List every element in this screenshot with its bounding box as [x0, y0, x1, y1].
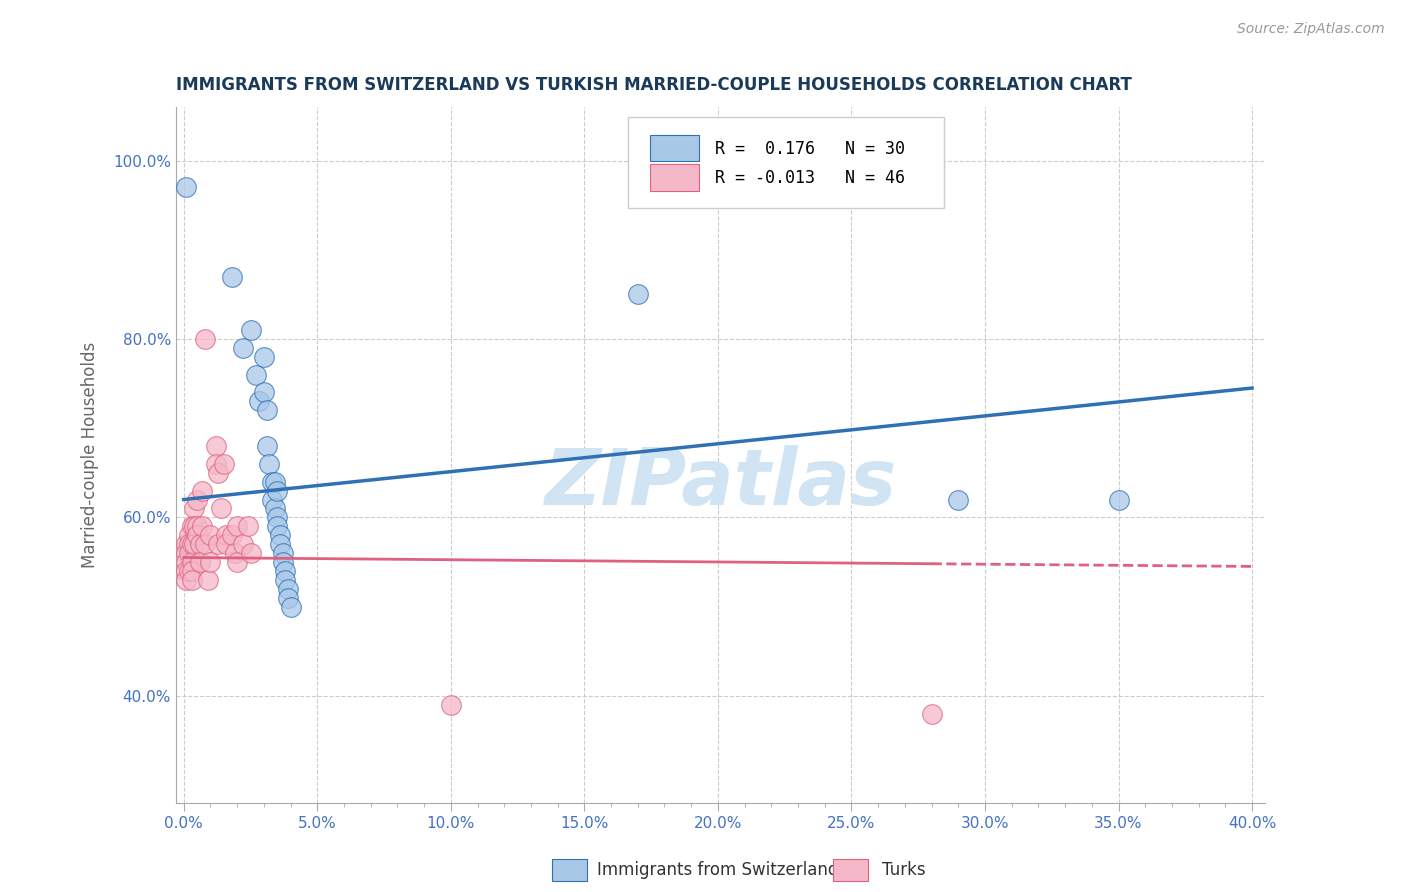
Point — [180, 519, 202, 533]
Point — [221, 528, 243, 542]
Point — [207, 466, 229, 480]
Point — [200, 555, 222, 569]
Point — [176, 180, 198, 194]
Point — [215, 537, 238, 551]
Point — [186, 492, 208, 507]
Point — [204, 439, 226, 453]
Point — [231, 537, 253, 551]
Point — [921, 706, 943, 721]
Point — [188, 555, 211, 569]
Point — [263, 475, 285, 489]
Y-axis label: Married-couple Households: Married-couple Households — [82, 342, 98, 568]
Point — [221, 269, 243, 284]
Point — [280, 599, 302, 614]
Point — [226, 555, 249, 569]
Point — [256, 403, 278, 417]
Text: Immigrants from Switzerland: Immigrants from Switzerland — [596, 861, 838, 879]
Point — [215, 528, 238, 542]
Text: Source: ZipAtlas.com: Source: ZipAtlas.com — [1237, 22, 1385, 37]
Point — [194, 332, 217, 346]
Point — [260, 492, 283, 507]
Text: R =  0.176   N = 30: R = 0.176 N = 30 — [716, 140, 905, 158]
Point — [176, 546, 198, 560]
Point — [177, 528, 200, 542]
Bar — [650, 135, 699, 161]
Point — [260, 475, 283, 489]
Point — [271, 546, 294, 560]
Point — [239, 323, 262, 337]
Point — [180, 537, 202, 551]
Bar — [650, 164, 699, 191]
Point — [257, 457, 280, 471]
Point — [204, 457, 226, 471]
Point — [266, 519, 288, 533]
Point — [212, 457, 235, 471]
Point — [247, 394, 270, 409]
Point — [194, 537, 217, 551]
Point — [177, 537, 200, 551]
Point — [253, 350, 276, 364]
Point — [176, 573, 198, 587]
Point — [188, 537, 211, 551]
Point — [176, 555, 198, 569]
Point — [269, 537, 291, 551]
Point — [245, 368, 267, 382]
Point — [236, 519, 259, 533]
Point — [180, 564, 202, 578]
Point — [176, 537, 198, 551]
Point — [948, 492, 970, 507]
Point — [226, 519, 249, 533]
Point — [274, 573, 297, 587]
Point — [186, 519, 208, 533]
Point — [191, 519, 214, 533]
Point — [269, 528, 291, 542]
Point — [266, 483, 288, 498]
Point — [191, 483, 214, 498]
Text: Turks: Turks — [883, 861, 927, 879]
Point — [183, 519, 205, 533]
Point — [440, 698, 463, 712]
Point — [207, 537, 229, 551]
Point — [239, 546, 262, 560]
Point — [256, 439, 278, 453]
Point — [200, 528, 222, 542]
Point — [183, 537, 205, 551]
Point — [274, 564, 297, 578]
Point — [277, 582, 299, 596]
Point — [224, 546, 246, 560]
Point — [180, 573, 202, 587]
Point — [271, 555, 294, 569]
Point — [180, 555, 202, 569]
Point — [197, 573, 219, 587]
Point — [183, 501, 205, 516]
Point — [177, 564, 200, 578]
Point — [627, 287, 650, 301]
Point — [176, 564, 198, 578]
Point — [277, 591, 299, 605]
Point — [1108, 492, 1130, 507]
Text: IMMIGRANTS FROM SWITZERLAND VS TURKISH MARRIED-COUPLE HOUSEHOLDS CORRELATION CHA: IMMIGRANTS FROM SWITZERLAND VS TURKISH M… — [176, 77, 1132, 95]
Point — [186, 528, 208, 542]
FancyBboxPatch shape — [628, 118, 943, 208]
Point — [209, 501, 232, 516]
Point — [231, 341, 253, 355]
Text: R = -0.013   N = 46: R = -0.013 N = 46 — [716, 169, 905, 187]
Point — [263, 501, 285, 516]
Point — [266, 510, 288, 524]
Point — [253, 385, 276, 400]
Point — [177, 546, 200, 560]
Text: ZIPatlas: ZIPatlas — [544, 445, 897, 521]
